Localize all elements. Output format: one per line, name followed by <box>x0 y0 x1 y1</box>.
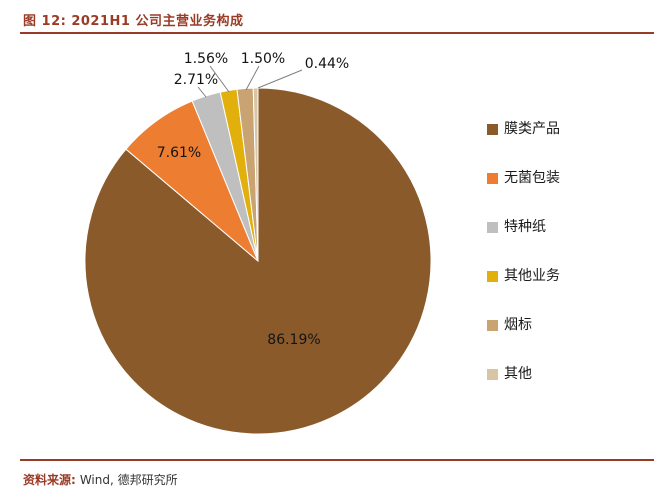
legend-swatch-5 <box>487 368 498 380</box>
leader-line-5 <box>257 69 303 89</box>
legend-label-3: 其他业务 <box>504 268 560 284</box>
legend-swatch-4 <box>487 319 498 331</box>
source-label: 资料来源: <box>23 473 76 487</box>
pie-data-label-3: 1.56% <box>184 51 228 67</box>
legend-item-3: 其他业务 <box>487 269 560 283</box>
legend: 膜类产品 无菌包装 特种纸 其他业务 烟标 其他 <box>487 122 560 381</box>
legend-item-2: 特种纸 <box>487 220 560 234</box>
pie-data-label-2: 2.71% <box>174 72 218 88</box>
leader-line-3 <box>209 65 230 93</box>
pie-data-label-4: 1.50% <box>241 51 285 67</box>
top-divider <box>20 32 654 34</box>
source-note: 资料来源: Wind, 德邦研究所 <box>23 471 178 488</box>
legend-swatch-0 <box>487 123 498 135</box>
legend-label-1: 无菌包装 <box>504 170 560 186</box>
legend-swatch-2 <box>487 221 498 233</box>
figure-title: 图 12: 2021H1 公司主营业务构成 <box>23 14 244 29</box>
legend-swatch-1 <box>487 172 498 184</box>
legend-item-5: 其他 <box>487 367 560 381</box>
legend-item-4: 烟标 <box>487 318 560 332</box>
bottom-divider <box>20 459 654 461</box>
source-value: Wind, 德邦研究所 <box>79 473 178 487</box>
leader-line-2 <box>197 86 207 98</box>
leader-line-4 <box>245 65 260 91</box>
legend-label-5: 其他 <box>504 366 532 382</box>
pie-data-label-0: 86.19% <box>267 332 320 348</box>
legend-swatch-3 <box>487 270 498 282</box>
pie-slice-5 <box>252 87 259 262</box>
pie-data-label-5: 0.44% <box>305 56 349 72</box>
legend-label-0: 膜类产品 <box>504 121 560 137</box>
legend-label-4: 烟标 <box>504 317 532 333</box>
pie-data-label-1: 7.61% <box>157 145 201 161</box>
legend-label-2: 特种纸 <box>504 219 546 235</box>
legend-item-0: 膜类产品 <box>487 122 560 136</box>
legend-item-1: 无菌包装 <box>487 171 560 185</box>
pie-chart: 86.19% 7.61% 2.71% 1.56% 1.50% 0.44% <box>84 51 432 435</box>
